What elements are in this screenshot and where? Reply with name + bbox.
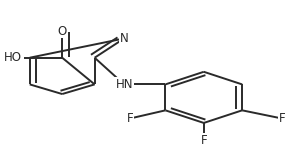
Text: F: F — [127, 112, 133, 125]
Text: N: N — [120, 32, 129, 45]
Text: F: F — [279, 112, 285, 125]
Text: HN: HN — [116, 78, 133, 91]
Text: O: O — [57, 24, 67, 38]
Text: HO: HO — [4, 51, 22, 64]
Text: F: F — [200, 134, 207, 147]
